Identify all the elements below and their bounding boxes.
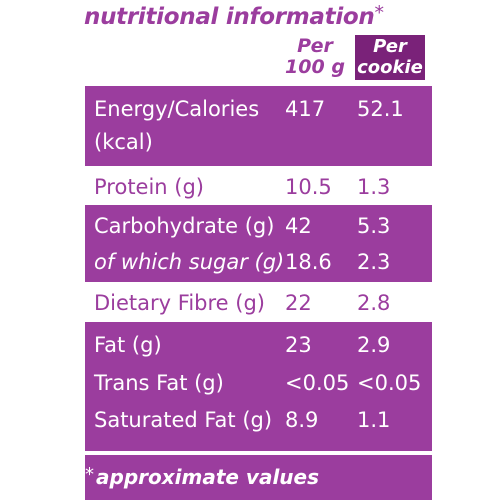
value-per-cookie: 2.3 (357, 250, 391, 274)
column-header-per-100g: Per 100 g (285, 35, 345, 78)
column-header-per-cookie: Per cookie (355, 35, 425, 80)
value-per-cookie: 5.3 (357, 214, 391, 238)
title-asterisk: * (374, 2, 384, 24)
value-per-100g: 10.5 (285, 175, 332, 199)
value-per-cookie: <0.05 (357, 371, 422, 395)
value-per-100g: 8.9 (285, 408, 319, 432)
fat-block: Fat (g) 23 2.9 Trans Fat (g) <0.05 <0.05… (85, 322, 432, 451)
value-per-cookie: 52.1 (357, 97, 404, 121)
row-label: Protein (g) (94, 175, 205, 199)
row-label: (kcal) (94, 130, 153, 154)
row-label: of which sugar (g) (94, 250, 285, 274)
footnote-asterisk: * (85, 464, 94, 485)
value-per-100g: 417 (285, 97, 326, 121)
value-per-100g: <0.05 (285, 371, 350, 395)
value-per-cookie: 1.3 (357, 175, 391, 199)
carbohydrate-block: Carbohydrate (g) 42 5.3 of which sugar (… (85, 205, 432, 282)
value-per-100g: 42 (285, 214, 312, 238)
energy-block: Energy/Calories 417 52.1 (kcal) (85, 86, 432, 166)
row-label: Carbohydrate (g) (94, 214, 275, 238)
footnote-text: approximate values (96, 465, 320, 489)
row-label: Dietary Fibre (g) (94, 291, 265, 315)
table-title: nutritional information* (84, 2, 384, 30)
value-per-cookie: 2.8 (357, 291, 391, 315)
row-label: Energy/Calories (94, 97, 260, 121)
value-per-100g: 22 (285, 291, 312, 315)
value-per-cookie: 1.1 (357, 408, 391, 432)
footnote: * approximate values (85, 455, 432, 500)
title-text: nutritional information (84, 4, 375, 30)
row-label: Trans Fat (g) (94, 371, 224, 395)
value-per-cookie: 2.9 (357, 333, 391, 357)
value-per-100g: 23 (285, 333, 312, 357)
row-label: Saturated Fat (g) (94, 408, 273, 432)
row-label: Fat (g) (94, 333, 162, 357)
value-per-100g: 18.6 (285, 250, 332, 274)
